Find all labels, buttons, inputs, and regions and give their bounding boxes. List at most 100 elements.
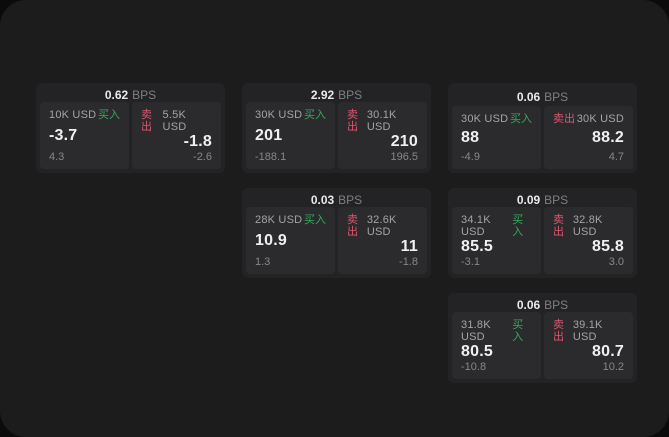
card-header: 2.92 BPS: [246, 87, 427, 102]
spread-bps-unit: BPS: [544, 192, 569, 207]
sell-tile[interactable]: 卖出 30.1K USD 210 196.5: [338, 102, 427, 169]
quote-card: 2.92 BPS 30K USD 买入 201 -188.1 卖出 30.1K …: [242, 83, 431, 173]
buy-side-label: 买入: [304, 109, 326, 121]
sell-tile-header: 卖出 30.1K USD: [347, 109, 418, 133]
buy-tile-header: 34.1K USD 买入: [461, 214, 532, 238]
buy-price-value: 80.5: [461, 343, 493, 360]
buy-size-label: 10K USD: [49, 109, 97, 121]
sell-tile[interactable]: 卖出 32.8K USD 85.8 3.0: [544, 207, 633, 274]
spread-bps-value: 0.06: [516, 89, 541, 104]
buy-size-label: 30K USD: [255, 109, 303, 121]
sell-size-label: 30K USD: [576, 113, 624, 125]
sell-side-label: 卖出: [553, 113, 575, 125]
buy-tile-header: 30K USD 买入: [255, 109, 326, 121]
sell-sub-value: 3.0: [608, 256, 624, 268]
buy-tile-header: 30K USD 买入: [461, 113, 532, 125]
sell-size-label: 30.1K USD: [366, 109, 397, 133]
spread-bps-value: 0.06: [516, 297, 541, 312]
sell-tile-header: 卖出 30K USD: [553, 113, 624, 125]
sell-side-label: 卖出: [347, 109, 358, 133]
spread-bps-value: 2.92: [310, 87, 335, 102]
sell-price-value: 85.8: [592, 238, 624, 255]
quote-panels: 31.8K USD 买入 80.5 -10.8 卖出 39.1K USD 80.…: [452, 312, 633, 379]
sell-sub-value: 4.7: [608, 151, 624, 163]
card-header: 0.06 BPS: [452, 297, 633, 312]
quote-card: 0.62 BPS 10K USD 买入 -3.7 4.3 卖出 5.5K USD…: [36, 83, 225, 173]
sell-tile[interactable]: 卖出 32.6K USD 11 -1.8: [338, 207, 427, 274]
buy-side-label: 买入: [304, 214, 326, 226]
sell-side-label: 卖出: [553, 214, 564, 238]
buy-size-label: 34.1K USD: [461, 214, 491, 238]
buy-price-value: 10.9: [255, 232, 287, 249]
buy-size-label: 30K USD: [461, 113, 509, 125]
spread-bps-value: 0.09: [516, 192, 541, 207]
sell-price-value: 11: [400, 238, 418, 255]
buy-tile-header: 10K USD 买入: [49, 109, 120, 121]
spread-bps-unit: BPS: [544, 89, 569, 104]
buy-price-value: 201: [255, 127, 283, 144]
sell-tile[interactable]: 卖出 39.1K USD 80.7 10.2: [544, 312, 633, 379]
buy-tile[interactable]: 10K USD 买入 -3.7 4.3: [40, 102, 129, 169]
buy-tile[interactable]: 34.1K USD 买入 85.5 -3.1: [452, 207, 541, 274]
buy-sub-value: -10.8: [461, 361, 487, 373]
quote-card: 0.09 BPS 34.1K USD 买入 85.5 -3.1 卖出 32.8K…: [448, 188, 637, 278]
spread-bps-value: 0.62: [104, 87, 129, 102]
card-header: 0.03 BPS: [246, 192, 427, 207]
buy-sub-value: -3.1: [461, 256, 480, 268]
buy-side-label: 买入: [512, 214, 524, 238]
sell-tile-header: 卖出 32.8K USD: [553, 214, 624, 238]
buy-price-value: 88: [461, 129, 480, 146]
quote-panels: 30K USD 买入 88 -4.9 卖出 30K USD 88.2 4.7: [452, 106, 633, 169]
spread-bps-unit: BPS: [338, 87, 363, 102]
sell-price-value: 210: [390, 133, 418, 150]
sell-side-label: 卖出: [553, 319, 564, 343]
sell-side-label: 卖出: [141, 109, 152, 133]
card-header: 0.62 BPS: [40, 87, 221, 102]
spread-bps-unit: BPS: [544, 297, 569, 312]
sell-tile-header: 卖出 5.5K USD: [141, 109, 212, 133]
sell-side-label: 卖出: [347, 214, 358, 238]
sell-sub-value: -2.6: [193, 151, 212, 163]
sell-size-label: 32.6K USD: [366, 214, 397, 238]
quote-card: 0.03 BPS 28K USD 买入 10.9 1.3 卖出 32.6K US…: [242, 188, 431, 278]
sell-price-value: 88.2: [592, 129, 624, 146]
buy-tile[interactable]: 31.8K USD 买入 80.5 -10.8: [452, 312, 541, 379]
sell-size-label: 5.5K USD: [162, 109, 187, 133]
quote-panels: 10K USD 买入 -3.7 4.3 卖出 5.5K USD -1.8 -2.…: [40, 102, 221, 169]
buy-tile-header: 31.8K USD 买入: [461, 319, 532, 343]
quote-card: 0.06 BPS 30K USD 买入 88 -4.9 卖出 30K USD 8…: [448, 83, 637, 173]
buy-size-label: 28K USD: [255, 214, 303, 226]
sell-price-value: -1.8: [183, 133, 212, 150]
buy-sub-value: -4.9: [461, 151, 480, 163]
card-header: 0.06 BPS: [452, 87, 633, 106]
sell-sub-value: 10.2: [602, 361, 624, 373]
buy-sub-value: 1.3: [255, 256, 271, 268]
sell-sub-value: 196.5: [390, 151, 418, 163]
buy-sub-value: 4.3: [49, 151, 65, 163]
buy-size-label: 31.8K USD: [461, 319, 491, 343]
buy-tile[interactable]: 28K USD 买入 10.9 1.3: [246, 207, 335, 274]
cards-grid: 0.62 BPS 10K USD 买入 -3.7 4.3 卖出 5.5K USD…: [36, 83, 637, 383]
sell-size-label: 39.1K USD: [572, 319, 603, 343]
buy-sub-value: -188.1: [255, 151, 287, 163]
quote-panels: 28K USD 买入 10.9 1.3 卖出 32.6K USD 11 -1.8: [246, 207, 427, 274]
buy-price-value: 85.5: [461, 238, 493, 255]
sell-price-value: 80.7: [592, 343, 624, 360]
sell-tile[interactable]: 卖出 5.5K USD -1.8 -2.6: [132, 102, 221, 169]
sell-tile[interactable]: 卖出 30K USD 88.2 4.7: [544, 106, 633, 169]
buy-price-value: -3.7: [49, 127, 78, 144]
buy-side-label: 买入: [98, 109, 120, 121]
sell-size-label: 32.8K USD: [572, 214, 603, 238]
card-header: 0.09 BPS: [452, 192, 633, 207]
sell-sub-value: -1.8: [399, 256, 418, 268]
buy-side-label: 买入: [510, 113, 532, 125]
spread-bps-value: 0.03: [310, 192, 335, 207]
quote-panels: 34.1K USD 买入 85.5 -3.1 卖出 32.8K USD 85.8…: [452, 207, 633, 274]
buy-tile[interactable]: 30K USD 买入 88 -4.9: [452, 106, 541, 169]
quote-card: 0.06 BPS 31.8K USD 买入 80.5 -10.8 卖出 39.1…: [448, 293, 637, 383]
spread-bps-unit: BPS: [338, 192, 363, 207]
spread-bps-unit: BPS: [132, 87, 157, 102]
buy-tile[interactable]: 30K USD 买入 201 -188.1: [246, 102, 335, 169]
quote-panels: 30K USD 买入 201 -188.1 卖出 30.1K USD 210 1…: [246, 102, 427, 169]
